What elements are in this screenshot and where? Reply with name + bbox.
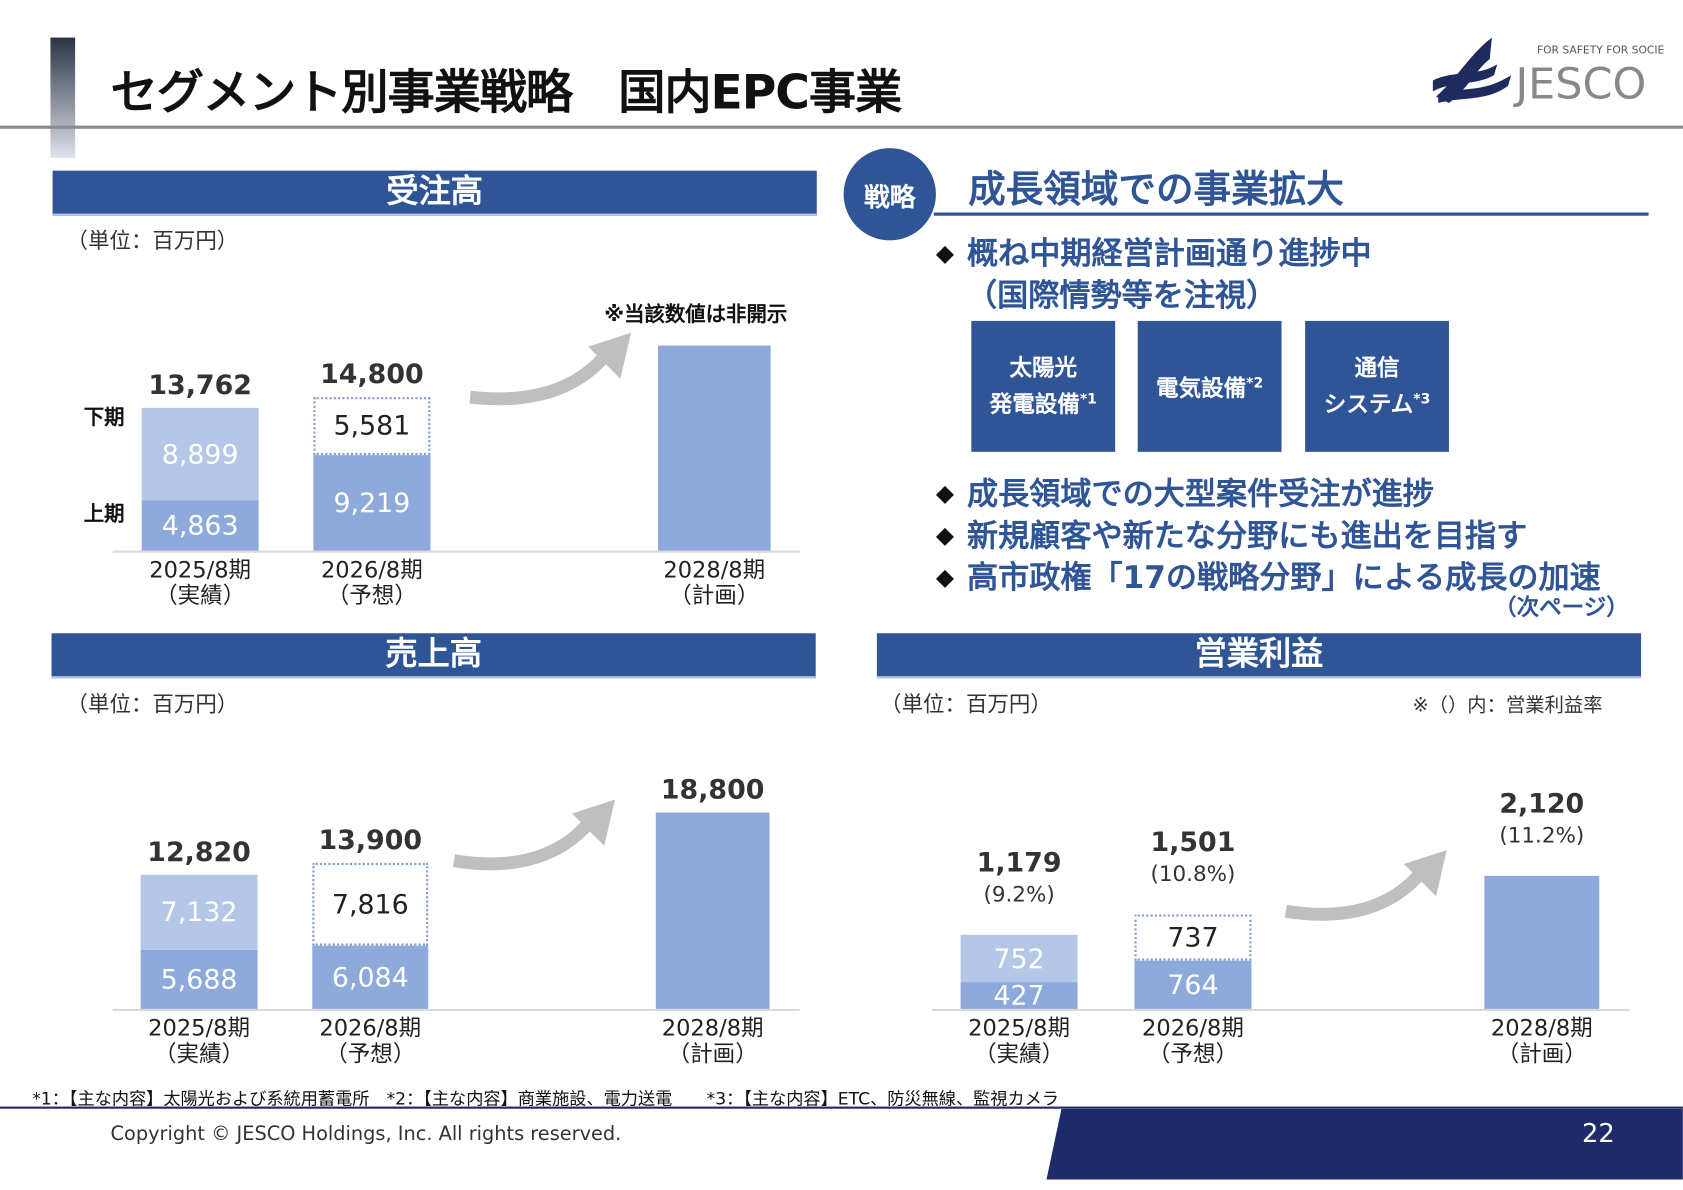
strategy-bullet: ◆ 高市政権「17の戦略分野」による成長の加速 bbox=[935, 559, 1601, 596]
bar-segment-first-half: 6,084 bbox=[312, 945, 429, 1009]
page-number: 22 bbox=[1582, 1118, 1615, 1149]
bar-segment-second-half: 5,581 bbox=[313, 397, 431, 456]
footer-divider bbox=[0, 1106, 1683, 1109]
svg-text:FOR SAFETY FOR SOCIETY: FOR SAFETY FOR SOCIETY bbox=[1537, 44, 1664, 57]
bar-segment-second-half: 7,132 bbox=[140, 874, 258, 950]
next-page-note: （次ページ） bbox=[1494, 594, 1629, 621]
strategy-bullet: ◆ 新規顧客や新たな分野にも進出を目指す bbox=[935, 517, 1528, 554]
sales-unit: （単位：百万円） bbox=[66, 691, 239, 717]
op-profit-section-header: 営業利益 bbox=[876, 633, 1642, 679]
growth-area-electrical: 電気設備*2 bbox=[1137, 320, 1282, 452]
category-label: 2028/8期 （計画） bbox=[661, 1015, 764, 1067]
category-label: 2028/8期 （計画） bbox=[1490, 1015, 1593, 1067]
op-margin-note: ※（）内：営業利益率 bbox=[1412, 694, 1603, 717]
category-label: 2028/8期 （計画） bbox=[663, 557, 766, 609]
bar-segment-first-half: 764 bbox=[1134, 960, 1252, 1009]
bar-segment-first-half bbox=[655, 812, 770, 1009]
strategy-badge: 戦略 bbox=[843, 148, 936, 241]
bar-undisclosed bbox=[657, 345, 771, 551]
strategy-bullet: ◆ 成長領域での大型案件受注が進捗 bbox=[935, 475, 1434, 512]
x-axis bbox=[112, 550, 800, 553]
bar-total-label: 1,501 bbox=[1150, 826, 1236, 858]
diamond-icon: ◆ bbox=[935, 480, 955, 508]
title-divider bbox=[0, 125, 1683, 129]
growth-area-solar: 太陽光 発電設備*1 bbox=[971, 320, 1116, 452]
orders-undisclosed-note: ※当該数値は非開示 bbox=[604, 302, 788, 327]
op-margin-label: (9.2%) bbox=[983, 881, 1055, 907]
bar-total-label: 18,800 bbox=[660, 773, 765, 805]
bar-total-label: 12,820 bbox=[147, 836, 251, 868]
bar-segment-first-half bbox=[1484, 875, 1600, 1009]
x-axis bbox=[931, 1008, 1630, 1012]
category-label: 2025/8期 （実績） bbox=[968, 1015, 1071, 1067]
strategy-underline bbox=[933, 212, 1649, 216]
orders-unit: （単位：百万円） bbox=[66, 227, 239, 254]
bar-segment-first-half: 9,219 bbox=[313, 455, 431, 551]
op-profit-unit: （単位：百万円） bbox=[880, 691, 1052, 717]
bar-total-label: 1,179 bbox=[976, 846, 1062, 878]
bar-segment-second-half: 737 bbox=[1134, 914, 1252, 961]
first-half-label: 上期 bbox=[83, 502, 125, 526]
growth-area-telecom: 通信 システム*3 bbox=[1305, 320, 1449, 452]
sales-section-header: 売上高 bbox=[51, 633, 816, 679]
growth-arrow-icon bbox=[469, 332, 632, 406]
growth-arrow-icon bbox=[452, 799, 616, 871]
diamond-icon: ◆ bbox=[935, 522, 955, 550]
strategy-bullet-sub: （国際情勢等を注視） bbox=[965, 276, 1278, 314]
bar-total-label: 14,800 bbox=[320, 358, 424, 390]
x-axis bbox=[112, 1008, 800, 1012]
bar-segment-second-half: 7,816 bbox=[312, 863, 429, 946]
category-label: 2025/8期 （実績） bbox=[148, 1015, 251, 1067]
category-label: 2026/8期 （予想） bbox=[319, 1015, 422, 1067]
strategy-title: 成長領域での事業拡大 bbox=[968, 168, 1344, 212]
title-accent-bar bbox=[50, 37, 76, 158]
jesco-logo: FOR SAFETY FOR SOCIETY JESCO bbox=[1432, 37, 1664, 108]
op-margin-label: (10.8%) bbox=[1150, 860, 1236, 887]
bar-total-label: 13,900 bbox=[318, 824, 423, 856]
bar-segment-first-half: 5,688 bbox=[140, 949, 258, 1009]
bar-total-label: 13,762 bbox=[148, 369, 252, 401]
page-title: セグメント別事業戦略 国内EPC事業 bbox=[110, 65, 903, 121]
category-label: 2026/8期 （予想） bbox=[320, 557, 423, 609]
bar-segment-second-half: 752 bbox=[960, 934, 1078, 983]
diamond-icon: ◆ bbox=[935, 564, 955, 592]
second-half-label: 下期 bbox=[83, 405, 125, 430]
svg-text:JESCO: JESCO bbox=[1512, 60, 1646, 108]
op-margin-label: (11.2%) bbox=[1499, 822, 1585, 848]
strategy-bullet: ◆ 概ね中期経営計画通り進捗中 bbox=[935, 235, 1372, 272]
bar-segment-first-half: 427 bbox=[960, 980, 1078, 1011]
copyright: Copyright © JESCO Holdings, Inc. All rig… bbox=[110, 1122, 622, 1146]
bar-total-label: 2,120 bbox=[1499, 787, 1585, 819]
category-label: 2025/8期 （実績） bbox=[149, 557, 252, 609]
growth-arrow-icon bbox=[1284, 850, 1447, 921]
footer-band bbox=[1046, 1108, 1683, 1180]
footnotes: *1：【主な内容】太陽光および系統用蓄電所 *2：【主な内容】商業施設、電力送電… bbox=[32, 1088, 1059, 1109]
bar-segment-second-half: 8,899 bbox=[141, 407, 259, 501]
orders-section-header: 受注高 bbox=[52, 170, 817, 216]
diamond-icon: ◆ bbox=[935, 240, 955, 268]
bar-segment-first-half: 4,863 bbox=[141, 500, 259, 551]
category-label: 2026/8期 （予想） bbox=[1142, 1015, 1244, 1067]
